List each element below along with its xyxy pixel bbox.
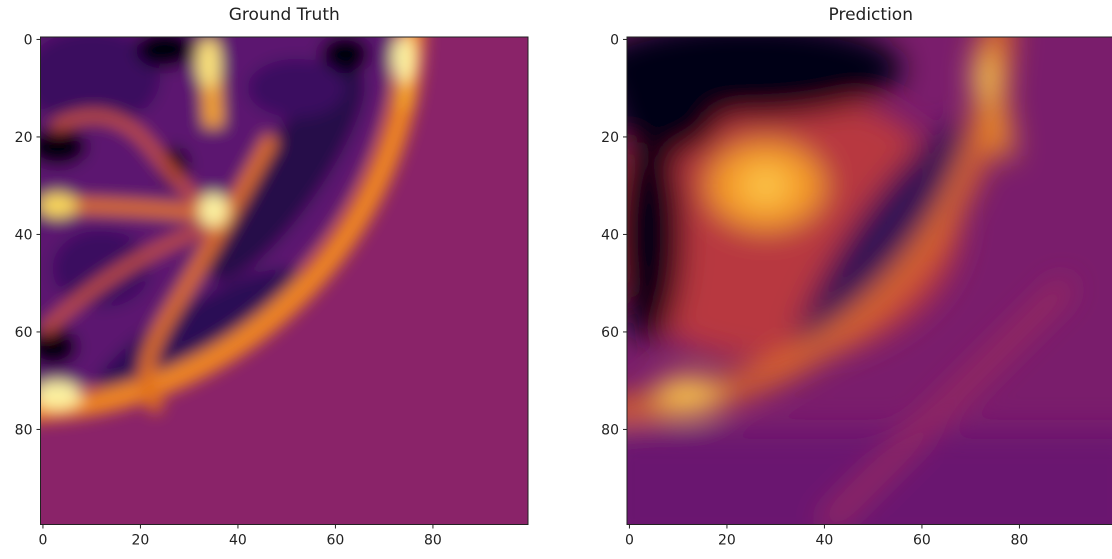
y-tick-label: 40 <box>15 227 33 243</box>
y-tick-label: 0 <box>24 32 33 48</box>
y-tick-label: 20 <box>601 130 619 146</box>
y-tick-label: 80 <box>601 422 619 438</box>
y-tick-label: 40 <box>601 227 619 243</box>
x-tick-label: 40 <box>816 533 834 549</box>
y-tick-label: 80 <box>15 422 33 438</box>
heatmap-image <box>40 37 528 525</box>
y-tick-label: 60 <box>601 325 619 341</box>
x-tick-label: 40 <box>229 533 247 549</box>
x-tick-label: 20 <box>132 533 150 549</box>
axes-frame <box>40 36 529 525</box>
x-tick-label: 80 <box>424 533 442 549</box>
y-tick-label: 0 <box>610 32 619 48</box>
x-tick-label: 0 <box>625 533 634 549</box>
x-tick-label: 60 <box>913 533 931 549</box>
chart-title: Prediction <box>829 5 913 25</box>
x-tick-label: 20 <box>718 533 736 549</box>
x-tick-label: 80 <box>1011 533 1029 549</box>
x-tick-label: 0 <box>38 533 47 549</box>
y-tick-label: 60 <box>15 325 33 341</box>
axes-frame <box>626 36 1112 525</box>
x-tick-label: 60 <box>327 533 345 549</box>
y-tick-label: 20 <box>15 130 33 146</box>
chart-title: Ground Truth <box>229 5 340 25</box>
heatmap-image <box>627 37 1112 525</box>
